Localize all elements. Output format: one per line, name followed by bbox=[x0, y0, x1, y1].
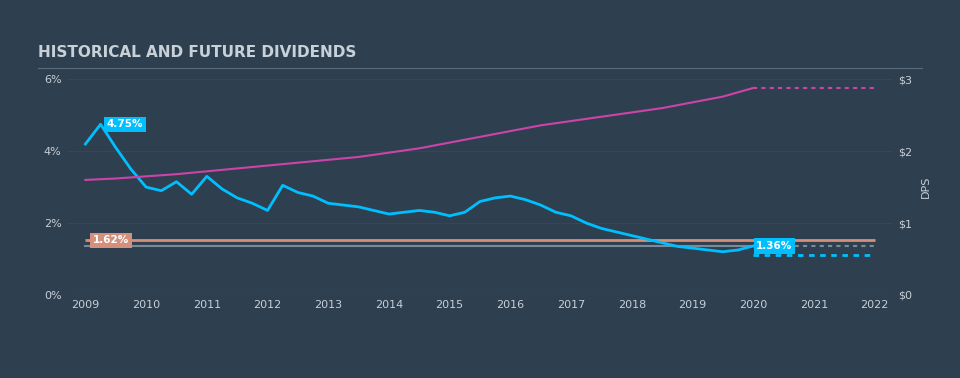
Text: 1.36%: 1.36% bbox=[756, 241, 792, 251]
Y-axis label: DPS: DPS bbox=[921, 176, 931, 198]
Text: 1.62%: 1.62% bbox=[93, 235, 129, 245]
Text: HISTORICAL AND FUTURE DIVIDENDS: HISTORICAL AND FUTURE DIVIDENDS bbox=[38, 45, 357, 60]
Text: 4.75%: 4.75% bbox=[107, 119, 143, 129]
